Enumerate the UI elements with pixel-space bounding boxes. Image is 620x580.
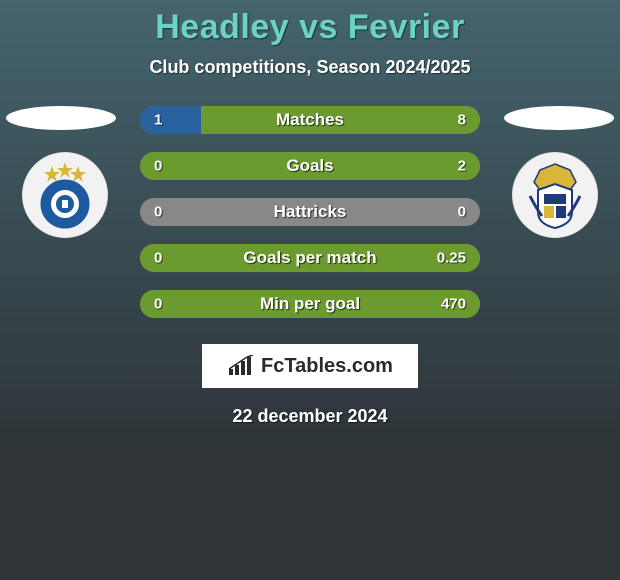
stat-label: Min per goal: [140, 294, 480, 314]
stat-bar: 00.25Goals per match: [140, 244, 480, 272]
stat-label: Goals: [140, 156, 480, 176]
club-crest-right: [512, 152, 598, 238]
club-crest-left: [22, 152, 108, 238]
stat-label: Goals per match: [140, 248, 480, 268]
stats-container: 18Matches 02Goals 00Hattricks 00.25Goals pe…: [0, 106, 620, 318]
header-oval-left: [6, 106, 116, 130]
stat-label: Hattricks: [140, 202, 480, 222]
stat-label: Matches: [140, 110, 480, 130]
stat-bar: 00Hattricks: [140, 198, 480, 226]
crest-left-icon: [30, 160, 100, 230]
bar-chart-icon: [227, 355, 255, 377]
page-title: Headley vs Fevrier: [0, 0, 620, 47]
stat-bar: 02Goals: [140, 152, 480, 180]
header-oval-right: [504, 106, 614, 130]
source-logo-box: FcTables.com: [202, 344, 418, 388]
stat-bars: 18Matches 02Goals 00Hattricks 00.25Goals pe…: [140, 106, 480, 318]
subtitle: Club competitions, Season 2024/2025: [0, 57, 620, 78]
source-logo-text: FcTables.com: [261, 355, 393, 378]
stat-bar: 18Matches: [140, 106, 480, 134]
snapshot-date: 22 december 2024: [0, 406, 620, 427]
page-background: Headley vs Fevrier Club competitions, Se…: [0, 0, 620, 580]
stat-bar: 0470Min per goal: [140, 290, 480, 318]
crest-right-icon: [520, 160, 590, 230]
